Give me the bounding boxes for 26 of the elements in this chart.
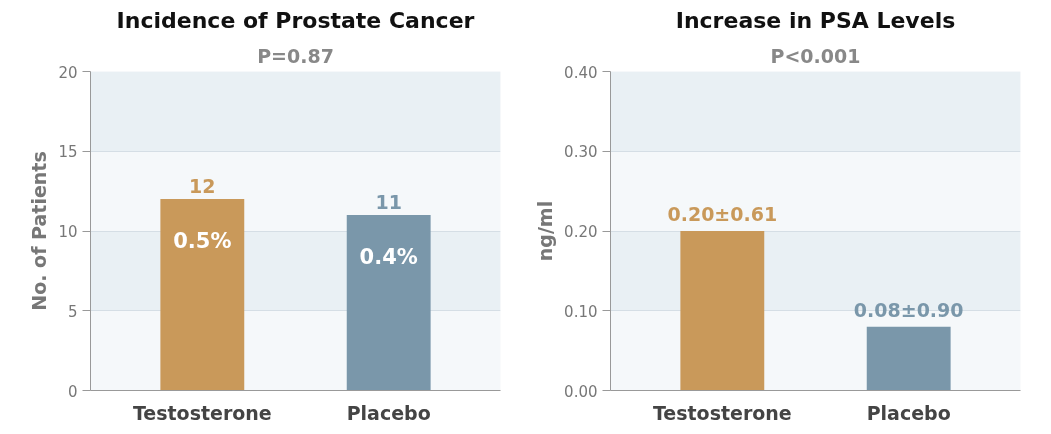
chart-subtitle: P<0.001 xyxy=(770,44,861,67)
y-tick-label: 10 xyxy=(58,223,78,241)
data-label: 11 xyxy=(375,191,402,214)
y-axis-title: ng/ml xyxy=(534,200,557,262)
y-tick-label: 0 xyxy=(67,382,78,401)
y-tick-label: 0.30 xyxy=(564,143,598,162)
y-tick-label: 5 xyxy=(67,302,78,321)
y-tick-label: 0.20 xyxy=(564,223,598,241)
chart-subtitle: P=0.87 xyxy=(257,44,334,67)
data-label: 0.08±0.90 xyxy=(853,298,964,321)
x-tick-label: Placebo xyxy=(866,401,951,424)
chart-title: Increase in PSA Levels xyxy=(675,7,956,33)
x-tick-label: Testosterone xyxy=(132,401,272,424)
y-tick-label: 0.00 xyxy=(564,382,598,401)
annotation: 0.4% xyxy=(359,245,418,270)
x-tick-label: Placebo xyxy=(346,401,431,424)
y-axis-title: No. of Patients xyxy=(28,151,51,311)
y-tick-label: 0.10 xyxy=(564,302,598,321)
x-tick-label: Testosterone xyxy=(652,401,792,424)
data-label: 0.20±0.61 xyxy=(667,203,778,225)
chart-title: Incidence of Prostate Cancer xyxy=(116,7,475,33)
y-tick-label: 20 xyxy=(58,63,78,82)
data-label: 12 xyxy=(189,175,216,198)
y-tick-label: 0.40 xyxy=(564,63,598,82)
y-tick-label: 15 xyxy=(58,143,78,162)
annotation: 0.5% xyxy=(173,229,232,254)
